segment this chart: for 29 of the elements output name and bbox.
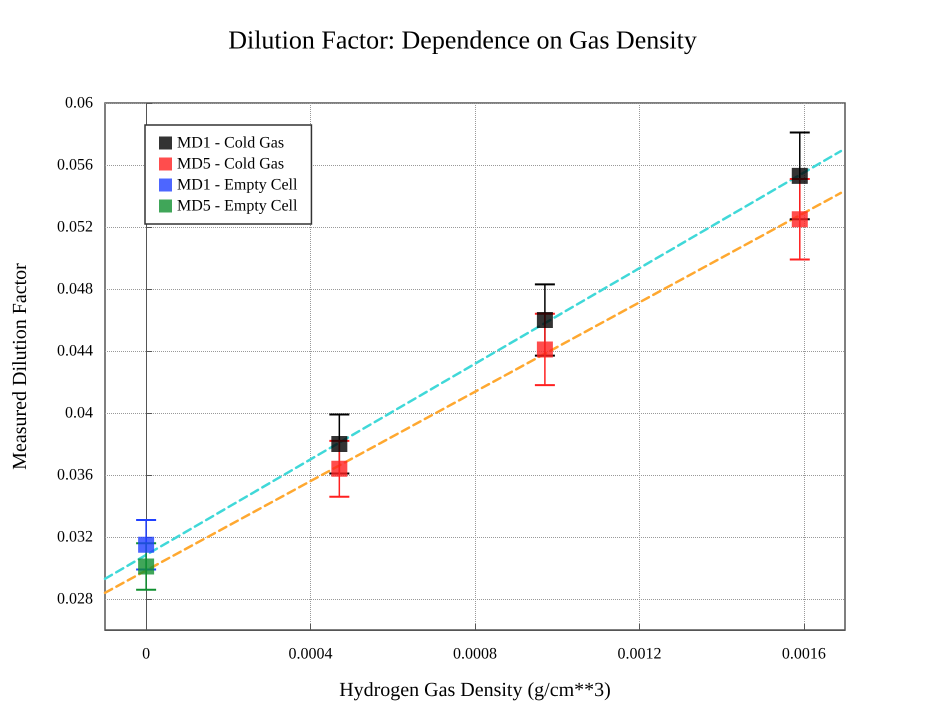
x-axis-title: Hydrogen Gas Density (g/cm**3) xyxy=(339,679,611,701)
y-tick-label: 0.028 xyxy=(57,590,93,608)
legend-label: MD1 - Cold Gas xyxy=(177,134,284,152)
point xyxy=(536,312,553,328)
y-tick-label: 0.036 xyxy=(57,466,93,484)
point xyxy=(331,460,348,477)
y-axis-title: Measured Dilution Factor xyxy=(9,262,31,470)
y-tick-label: 0.06 xyxy=(65,94,93,112)
point xyxy=(536,341,553,358)
y-tick-label: 0.04 xyxy=(65,404,93,422)
y-tick-label: 0.048 xyxy=(57,280,93,298)
x-tick-label: 0.0008 xyxy=(453,646,497,662)
point xyxy=(792,211,808,228)
legend-label: MD1 - Empty Cell xyxy=(177,176,298,194)
point xyxy=(138,536,154,553)
legend-label: MD5 - Cold Gas xyxy=(177,156,284,172)
y-tick-label: 0.032 xyxy=(57,528,93,546)
point xyxy=(792,168,808,184)
y-tick-label: 0.044 xyxy=(57,342,93,360)
point xyxy=(138,558,154,574)
x-tick-label: 0.0004 xyxy=(288,646,333,662)
x-tick-label: 0.0016 xyxy=(782,646,826,662)
legend-label: MD5 - Empty Cell xyxy=(177,198,298,214)
chart-title: Dilution Factor: Dependence on Gas Density xyxy=(228,26,697,54)
x-tick-label: 0.0012 xyxy=(617,646,662,662)
x-tick-label: 0 xyxy=(142,646,150,662)
y-tick-label: 0.052 xyxy=(57,218,93,236)
point xyxy=(331,436,348,452)
y-tick-label: 0.056 xyxy=(57,156,93,174)
